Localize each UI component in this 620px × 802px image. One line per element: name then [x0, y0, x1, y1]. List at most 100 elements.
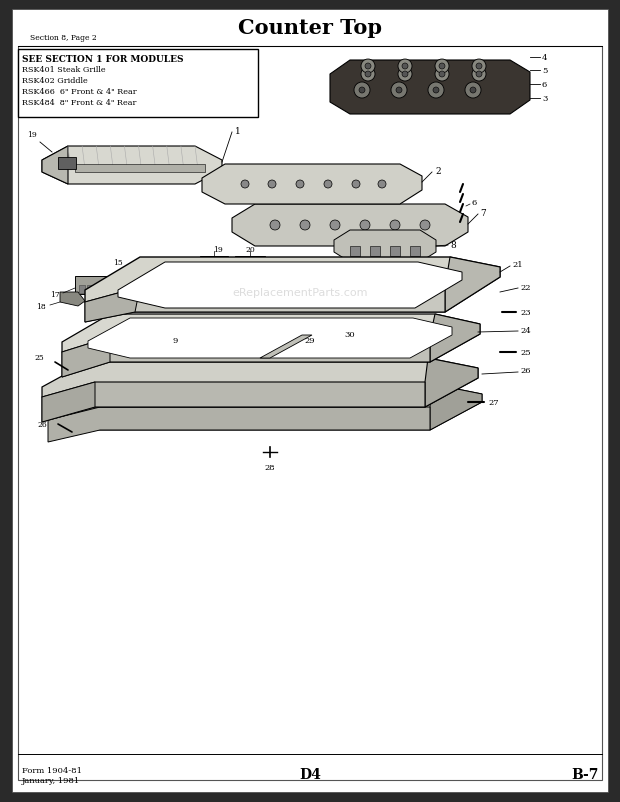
Circle shape	[300, 221, 310, 231]
Polygon shape	[330, 61, 530, 115]
Text: 26: 26	[520, 367, 531, 375]
Text: 6: 6	[472, 199, 477, 207]
Polygon shape	[445, 257, 500, 313]
Polygon shape	[85, 288, 140, 322]
Text: 29: 29	[304, 337, 316, 345]
Bar	[103, 286, 109, 294]
Text: 19: 19	[213, 245, 223, 253]
Circle shape	[396, 88, 402, 94]
Circle shape	[296, 180, 304, 188]
Circle shape	[132, 270, 140, 278]
Bar	[238, 265, 244, 272]
Bar	[203, 265, 209, 272]
Text: Section 8, Page 2: Section 8, Page 2	[30, 34, 97, 42]
Text: RSK402 Griddle: RSK402 Griddle	[22, 77, 88, 85]
Bar	[186, 278, 202, 290]
Polygon shape	[430, 314, 480, 363]
Text: 19: 19	[27, 131, 37, 139]
Text: 7: 7	[480, 209, 485, 217]
Polygon shape	[425, 358, 478, 407]
Circle shape	[354, 83, 370, 99]
Text: 9: 9	[172, 337, 178, 345]
Text: SEE SECTION 1 FOR MODULES: SEE SECTION 1 FOR MODULES	[22, 55, 184, 64]
Text: 6: 6	[542, 81, 547, 89]
Polygon shape	[42, 358, 478, 407]
Bar	[212, 265, 218, 272]
Text: 15: 15	[113, 259, 123, 267]
Circle shape	[439, 64, 445, 70]
Polygon shape	[232, 205, 468, 247]
Text: 25: 25	[34, 354, 44, 362]
Circle shape	[439, 72, 445, 78]
Circle shape	[391, 83, 407, 99]
Circle shape	[470, 88, 476, 94]
Polygon shape	[85, 288, 445, 322]
Bar	[235, 257, 265, 273]
Circle shape	[270, 221, 280, 231]
Polygon shape	[85, 257, 500, 313]
Circle shape	[465, 83, 481, 99]
Bar	[130, 274, 162, 294]
Circle shape	[360, 221, 370, 231]
Bar	[75, 164, 205, 172]
Bar	[370, 247, 380, 257]
Text: RSK401 Steak Grille: RSK401 Steak Grille	[22, 66, 105, 74]
Circle shape	[268, 180, 276, 188]
Polygon shape	[260, 335, 312, 358]
Text: 8: 8	[450, 241, 456, 249]
Text: 24: 24	[520, 326, 531, 334]
Circle shape	[472, 68, 486, 82]
Polygon shape	[42, 147, 222, 184]
Text: B-7: B-7	[571, 767, 599, 781]
Text: 13: 13	[143, 259, 153, 267]
Text: eReplacementParts.com: eReplacementParts.com	[232, 288, 368, 298]
Circle shape	[472, 60, 486, 74]
Bar	[390, 247, 400, 257]
Text: 20: 20	[245, 245, 255, 253]
Polygon shape	[48, 407, 430, 443]
Circle shape	[398, 60, 412, 74]
Text: 30: 30	[345, 330, 355, 338]
Text: 12: 12	[316, 281, 326, 289]
Bar	[219, 265, 225, 272]
Polygon shape	[202, 164, 422, 205]
Text: 21: 21	[512, 261, 523, 269]
Text: 2: 2	[435, 166, 441, 176]
Text: 4: 4	[542, 54, 547, 62]
Polygon shape	[60, 293, 85, 306]
Bar	[200, 257, 228, 273]
Bar	[58, 158, 76, 170]
Polygon shape	[118, 263, 462, 309]
Text: 1: 1	[235, 127, 241, 136]
Circle shape	[428, 83, 444, 99]
Circle shape	[433, 88, 439, 94]
Circle shape	[148, 270, 156, 278]
Circle shape	[361, 60, 375, 74]
Circle shape	[378, 180, 386, 188]
Text: 26: 26	[37, 420, 47, 428]
Text: 17: 17	[50, 290, 60, 298]
Circle shape	[476, 72, 482, 78]
Circle shape	[365, 72, 371, 78]
Text: 28: 28	[265, 464, 275, 472]
Circle shape	[435, 60, 449, 74]
Circle shape	[398, 68, 412, 82]
Text: 22: 22	[520, 284, 531, 292]
Text: Counter Top: Counter Top	[238, 18, 382, 38]
Circle shape	[365, 64, 371, 70]
Text: January, 1981: January, 1981	[22, 776, 80, 784]
Bar	[246, 265, 252, 272]
Bar	[168, 277, 182, 292]
Polygon shape	[62, 314, 480, 363]
Polygon shape	[42, 383, 425, 423]
Polygon shape	[42, 147, 68, 184]
Circle shape	[435, 68, 449, 82]
Polygon shape	[48, 384, 482, 431]
Circle shape	[476, 64, 482, 70]
Text: Form 1904-81: Form 1904-81	[22, 766, 82, 774]
Polygon shape	[334, 231, 436, 263]
Text: RSK466  6" Front & 4" Rear: RSK466 6" Front & 4" Rear	[22, 88, 136, 96]
Text: 11: 11	[298, 273, 308, 281]
Circle shape	[324, 180, 332, 188]
Bar	[95, 286, 101, 294]
